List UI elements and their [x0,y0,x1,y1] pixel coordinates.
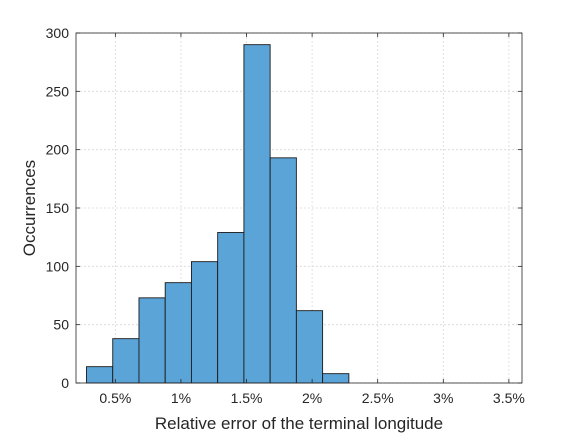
histogram-bar-9 [295,310,324,384]
histogram-bar-10 [322,373,350,384]
x-tick-label: 3% [433,390,453,406]
x-axis-label: Relative error of the terminal longitude [155,414,443,433]
x-tick-label: 1% [171,390,191,406]
histogram-bar-2 [112,338,140,384]
x-tick-label: 2.5% [362,390,394,406]
x-tick-label: 1.5% [231,390,263,406]
histogram-bar-5 [190,261,219,384]
bars-layer [86,44,350,384]
x-tick-label: 2% [302,390,322,406]
y-axis-label: Occurrences [20,160,39,256]
y-tick-label: 200 [46,142,70,158]
y-tick-label: 100 [46,258,70,274]
histogram-bar-6 [217,232,245,384]
y-tick-label: 150 [46,200,70,216]
x-tick-label: 0.5% [99,390,131,406]
y-tick-label: 50 [53,317,69,333]
histogram-bar-3 [138,297,166,384]
histogram-bar-8 [269,157,297,384]
ticks-layer: 0.5% 1% 1.5% 2% 2.5% 3% 3.5% 0 50 100 150 200 250 300 [46,25,525,406]
y-tick-label: 300 [46,25,70,41]
histogram-bar-7 [243,44,271,384]
y-tick-label: 250 [46,83,70,99]
histogram-bar-4 [164,282,192,384]
y-tick-label: 0 [61,375,69,391]
x-tick-label: 3.5% [493,390,525,406]
histogram-bar-1 [86,366,114,384]
